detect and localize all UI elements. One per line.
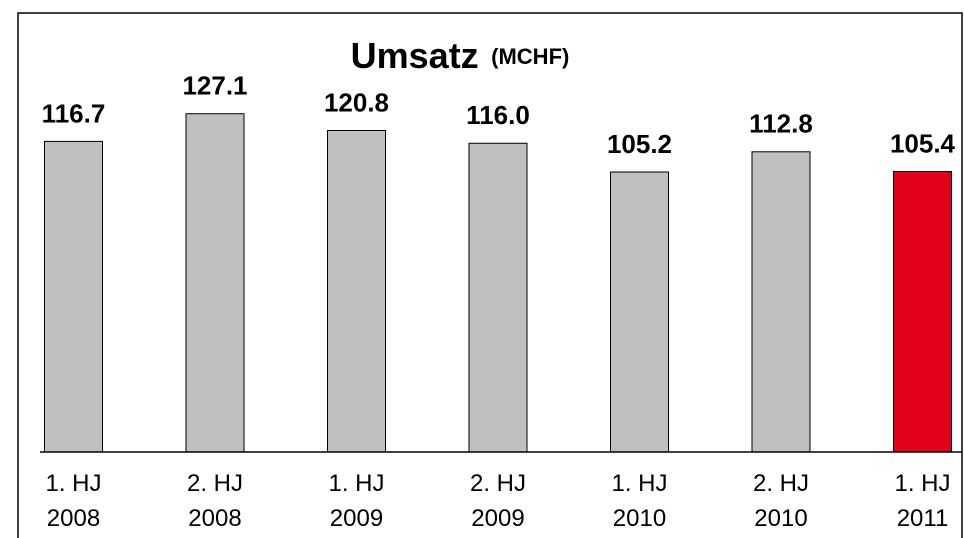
bar: [751, 151, 811, 453]
unit: (MCHF): [491, 44, 569, 69]
value-label: 105.2: [607, 129, 672, 159]
x-tick-label: 1. HJ 2008: [45, 470, 102, 532]
value-label: 120.8: [324, 87, 389, 117]
value-label: 112.8: [749, 109, 813, 139]
x-tick-label: 2. HJ 2010: [752, 470, 809, 532]
frame: [17, 12, 963, 538]
x-tick-label: 1. HJ 2010: [611, 470, 668, 532]
title: Umsatz: [351, 35, 479, 76]
bar: [893, 170, 952, 453]
bar: [468, 142, 528, 453]
value-label: 116.0: [466, 100, 530, 130]
chart-title: Umsatz (MCHF): [351, 35, 570, 76]
bar: [327, 129, 386, 453]
value-label: 127.1: [182, 71, 247, 101]
x-tick-label: 1. HJ 2009: [328, 470, 385, 532]
value-label: 105.4: [890, 128, 956, 158]
bar: [610, 171, 669, 453]
x-tick-label: 2. HJ 2009: [469, 470, 526, 532]
bar: [185, 113, 245, 453]
x-tick-label: 1. HJ 2011: [894, 470, 951, 532]
x-tick-label: 2. HJ 2008: [186, 470, 243, 532]
bar: [44, 140, 103, 453]
value-label: 116.7: [42, 98, 106, 128]
